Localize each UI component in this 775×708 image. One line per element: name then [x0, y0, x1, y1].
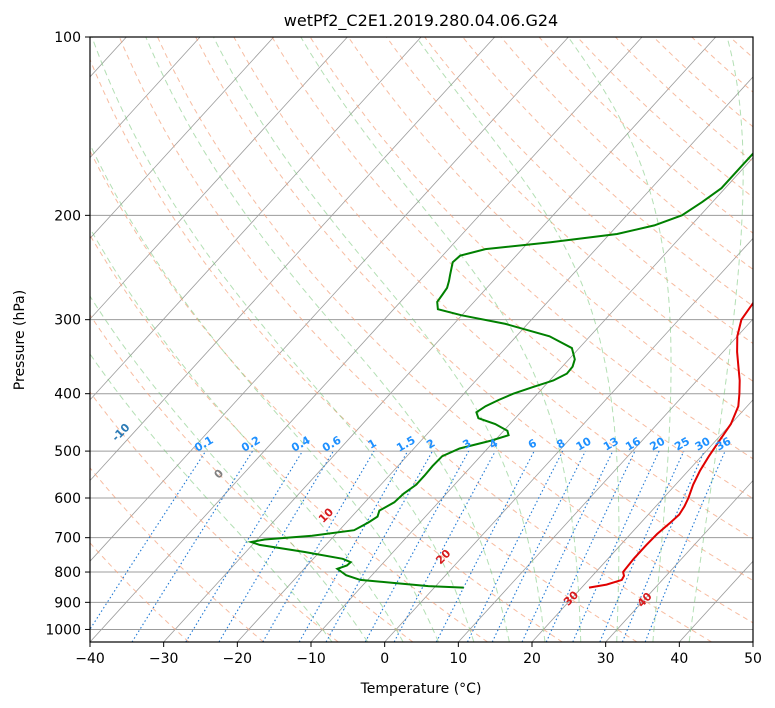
isotherm-line	[531, 399, 753, 642]
isotherm-line	[90, 37, 201, 159]
moist-adiabat-line	[145, 37, 510, 642]
x-tick-label: −10	[296, 651, 326, 667]
axes-frame	[89, 36, 754, 643]
y-tick-label: 200	[54, 208, 81, 224]
x-tick-label: −30	[149, 651, 179, 667]
x-axis-label: Temperature (°C)	[360, 681, 482, 697]
isotherm-line	[605, 479, 753, 642]
isotherm-line	[90, 37, 643, 642]
y-tick-label: 400	[54, 387, 81, 403]
chart-title: wetPf2_C2E1.2019.280.04.06.G24	[284, 11, 558, 31]
dry-adiabat-line	[157, 37, 753, 624]
x-tick-label: 0	[380, 651, 389, 667]
y-tick-label: 600	[54, 491, 81, 507]
isotherm-line	[90, 37, 422, 401]
x-tick-label: 30	[597, 651, 615, 667]
dry-adiabat-line	[309, 37, 753, 460]
moist-adiabat-line	[91, 37, 475, 642]
isotherm-line	[384, 237, 753, 642]
x-tick-label: 50	[744, 651, 762, 667]
moist-adiabat-line	[567, 37, 672, 642]
mixing-ratio-line	[572, 450, 660, 642]
moist-adiabat-line	[688, 37, 744, 642]
dry-adiabat-line	[576, 37, 753, 198]
mixing-ratio-line	[364, 450, 470, 642]
dry-adiabat-line	[271, 37, 753, 500]
dry-adiabat-line	[90, 149, 563, 642]
y-tick-label: 500	[54, 444, 81, 460]
y-tick-label: 1000	[45, 622, 81, 638]
dry-adiabat-line	[386, 37, 753, 382]
y-axis: 1000 900 800 700 600 500 400 300 200 100	[45, 30, 90, 638]
moist-adiabat-line	[90, 143, 439, 642]
mixing-ratio-line	[131, 450, 254, 642]
temperature-profile-line	[588, 301, 753, 589]
isotherm-line	[90, 37, 348, 320]
dry-adiabat-line	[90, 467, 264, 642]
mixing-ratio-line	[185, 450, 304, 642]
isotherm-line	[237, 76, 753, 642]
background-lines	[90, 37, 753, 642]
dry-adiabat-line	[233, 37, 753, 540]
dry-adiabat-line	[90, 314, 414, 642]
x-tick-label: −40	[75, 651, 105, 667]
dry-adiabat-line	[615, 37, 753, 163]
dry-adiabat-line	[195, 37, 753, 582]
x-tick-label: −20	[223, 651, 253, 667]
y-tick-label: 700	[54, 531, 81, 547]
mixing-ratio-line	[90, 450, 207, 631]
moist-adiabat-line	[213, 37, 546, 642]
dry-adiabat-line	[424, 37, 753, 345]
isotherm-line	[90, 37, 569, 562]
mixing-ratio-line	[467, 450, 564, 642]
dry-adiabat-line	[90, 391, 339, 642]
y-tick-label: 900	[54, 595, 81, 611]
moist-adiabat-line	[90, 227, 404, 642]
moist-adiabat-line	[300, 37, 582, 642]
dry-adiabat-line	[347, 37, 753, 421]
dry-adiabat-line	[90, 234, 488, 642]
dry-adiabat-line	[90, 58, 638, 642]
mixing-ratio-line	[325, 450, 433, 642]
isotherm-line	[90, 37, 496, 482]
mixing-ratio-line	[621, 450, 705, 642]
y-tick-label: 800	[54, 565, 81, 581]
profile-series	[247, 152, 753, 589]
mixing-ratio-line	[644, 450, 726, 642]
mixing-ratio-line	[599, 450, 685, 642]
y-axis-label: Pressure (hPa)	[12, 290, 28, 390]
isotherm-line	[310, 157, 753, 642]
x-tick-label: 10	[449, 651, 467, 667]
moist-adiabat-line	[415, 37, 620, 642]
dry-adiabat-line	[118, 37, 712, 642]
dewpoint-profile-line	[247, 152, 753, 589]
moist-adiabat-line	[90, 295, 369, 642]
moist-adiabat-line	[90, 353, 333, 642]
isotherm-line	[90, 37, 275, 239]
x-axis: −40 −30 −20 −10 0 10 20 30 40 50	[75, 642, 762, 667]
y-tick-label: 300	[54, 313, 81, 329]
isotherm-line	[458, 318, 753, 642]
x-tick-label: 20	[523, 651, 541, 667]
x-tick-label: 40	[670, 651, 688, 667]
mixing-ratio-line	[393, 450, 496, 642]
y-tick-label: 100	[54, 30, 81, 46]
